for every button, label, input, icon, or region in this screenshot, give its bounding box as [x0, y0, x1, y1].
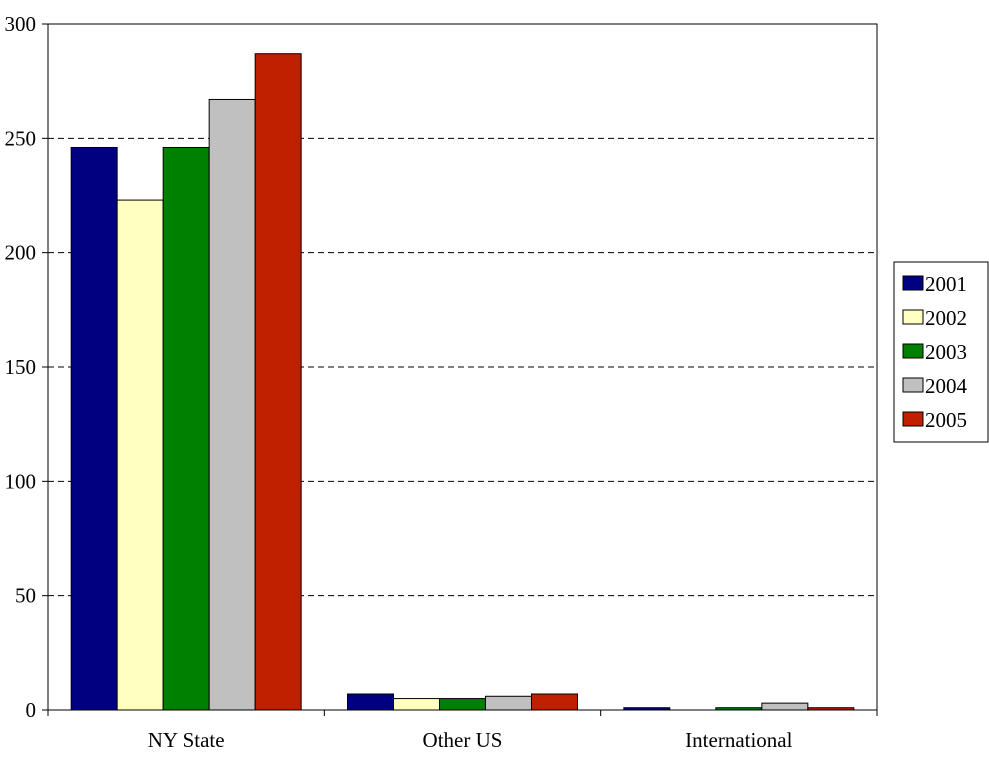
bar-2001-ny-state: [70, 146, 118, 711]
bar-2003-other-us: [439, 698, 486, 711]
y-tick-label: 50: [15, 584, 36, 608]
bar-2003-ny-state: [162, 146, 210, 711]
y-tick-label: 0: [26, 698, 37, 722]
legend-swatch-2005: [902, 411, 924, 427]
x-axis: NY State Other US International: [47, 710, 878, 752]
x-category-label: International: [685, 728, 792, 752]
legend-swatch-2001: [902, 275, 924, 291]
legend-label-2002: 2002: [925, 306, 967, 330]
bar-2004-ny-state: [208, 98, 256, 711]
x-category-label: Other US: [423, 728, 503, 752]
legend-swatch-2002: [902, 309, 924, 325]
legend-label-2005: 2005: [925, 408, 967, 432]
y-tick-label: 250: [5, 126, 37, 150]
bars: [70, 53, 855, 711]
y-tick-label: 300: [5, 12, 37, 36]
bar-2002-other-us: [393, 698, 440, 711]
y-axis: 0 50 100 150 200 250 300: [5, 12, 48, 722]
legend: 2001 2002 2003 2004 2005: [893, 261, 989, 443]
bar-2005-ny-state: [254, 53, 302, 711]
y-tick-label: 100: [5, 469, 37, 493]
legend-swatch-2003: [902, 343, 924, 359]
gridlines: [48, 137, 877, 597]
x-category-label: NY State: [148, 728, 225, 752]
y-tick-label: 200: [5, 241, 37, 265]
bar-2004-other-us: [485, 695, 532, 711]
bar-2002-ny-state: [116, 199, 164, 711]
y-tick-label: 150: [5, 355, 37, 379]
bar-2004-international: [761, 702, 809, 711]
legend-label-2001: 2001: [925, 272, 967, 296]
bar-2005-other-us: [531, 693, 578, 711]
legend-label-2003: 2003: [925, 340, 967, 364]
legend-swatch-2004: [902, 377, 924, 393]
bar-2001-other-us: [347, 693, 394, 711]
legend-label-2004: 2004: [925, 374, 968, 398]
